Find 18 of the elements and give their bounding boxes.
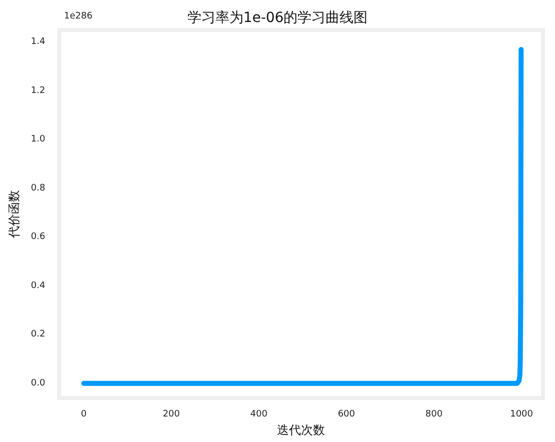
y-tick-label: 0.0 [30,378,46,388]
y-tick-label: 0.4 [30,280,46,291]
x-axis-title: 迭代次数 [277,423,326,437]
y-tick-label: 0.8 [30,183,46,194]
x-tick-label: 600 [338,410,356,420]
y-tick-label: 1.4 [30,37,46,48]
y-tick-label: 1.2 [30,86,46,96]
y-tick-label: 1.0 [30,134,46,145]
x-tick-label: 0 [80,410,87,420]
y-tick-label: 0.6 [30,232,46,242]
y-axis-title: 代价函数 [7,190,21,239]
x-tick-label: 400 [250,410,268,420]
chart-title: 学习率为1e-06的学习曲线图 [187,10,368,26]
x-tick-label: 1000 [510,410,534,420]
y-tick-label: 0.2 [30,330,46,340]
x-tick-label: 200 [162,410,180,420]
x-tick-label: 800 [425,410,443,420]
text: 1e286 [64,12,93,22]
